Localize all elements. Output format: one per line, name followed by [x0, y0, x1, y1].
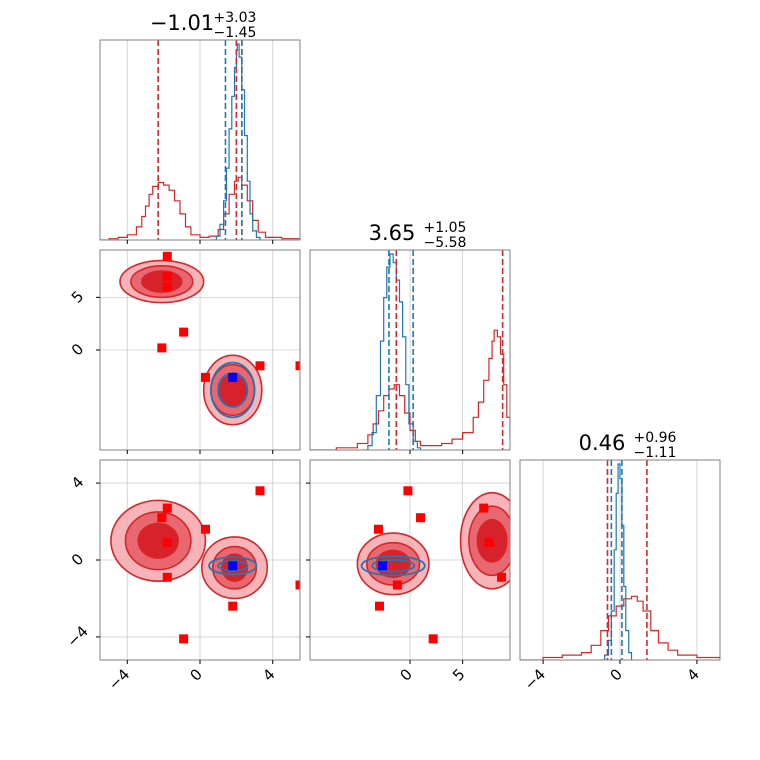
blue-histogram: [210, 43, 261, 240]
panel-xz-joint: [110, 486, 300, 644]
blue-histogram: [600, 463, 633, 660]
y-tick-label: 5: [68, 287, 87, 306]
title-x-upper-error: +3.03: [214, 10, 257, 26]
blue-histogram: [362, 253, 422, 450]
sample-marker: [416, 513, 426, 523]
sample-marker: [374, 601, 384, 611]
sample-marker: [255, 486, 265, 496]
panel-xy-joint: [119, 251, 300, 426]
title-y-upper-error: +1.05: [424, 220, 467, 236]
sample-marker: [479, 503, 489, 513]
y-tick-label: 0: [68, 340, 87, 359]
sample-marker: [162, 538, 172, 548]
red-density-contour: [141, 270, 183, 293]
blue-density-contour: [360, 555, 426, 577]
red-histogram: [100, 176, 300, 240]
title-x-lower-error: −1.45: [214, 25, 257, 41]
sample-marker: [157, 343, 167, 353]
red-density-contour: [137, 522, 179, 559]
truth-marker: [378, 561, 388, 571]
red-histogram: [310, 329, 510, 450]
panel-yz-joint: [356, 486, 510, 644]
x-tick-label: 5: [449, 665, 468, 684]
sample-marker: [484, 538, 494, 548]
y-tick-label: −4: [63, 622, 91, 650]
sample-marker: [373, 524, 383, 534]
truth-marker: [228, 372, 238, 382]
y-tick-label: 0: [68, 550, 87, 569]
data-layer: [100, 40, 720, 660]
panel-y-marginal: [310, 250, 510, 450]
x-tick-label: −4: [521, 665, 549, 693]
x-tick-label: 0: [187, 665, 206, 684]
title-y-lower-error: −5.58: [424, 235, 467, 251]
sample-marker: [162, 572, 172, 582]
panel-x-marginal: [100, 40, 300, 240]
title-z-upper-error: +0.96: [634, 430, 677, 446]
title-x: −1.01: [150, 11, 214, 35]
sample-marker: [255, 361, 265, 371]
sample-marker: [200, 372, 210, 382]
title-z-lower-error: −1.11: [634, 445, 677, 461]
sample-marker: [403, 486, 413, 496]
sample-marker: [157, 513, 167, 523]
x-tick-label: 0: [397, 665, 416, 684]
x-tick-label: 4: [683, 665, 702, 684]
titles-layer: −1.01 +3.03−1.45 3.65 +1.05−5.58 0.46 +0.96−1…: [150, 10, 677, 461]
sample-marker: [497, 572, 507, 582]
x-tick-label: −4: [105, 665, 133, 693]
blue-density-contour: [208, 556, 258, 576]
sample-marker: [392, 580, 402, 590]
title-z: 0.46: [579, 431, 626, 455]
y-tick-label: 4: [68, 473, 87, 492]
panel-z-marginal: [520, 460, 720, 660]
sample-marker: [200, 524, 210, 534]
x-tick-label: 4: [259, 665, 278, 684]
sample-marker: [179, 634, 189, 644]
sample-marker: [179, 327, 189, 337]
sample-marker: [295, 361, 300, 371]
title-y: 3.65: [369, 221, 416, 245]
sample-marker: [162, 251, 172, 261]
blue-density-contour: [371, 559, 416, 573]
red-histogram: [520, 595, 720, 660]
truth-marker: [228, 561, 238, 571]
sample-marker: [295, 580, 300, 590]
sample-marker: [162, 282, 172, 292]
sample-marker: [162, 503, 172, 513]
sample-marker: [162, 271, 172, 281]
blue-density-contour: [217, 560, 249, 572]
sample-marker: [228, 601, 238, 611]
blue-density-contour: [210, 361, 256, 419]
sample-marker: [428, 634, 438, 644]
x-tick-label: 0: [607, 665, 626, 684]
